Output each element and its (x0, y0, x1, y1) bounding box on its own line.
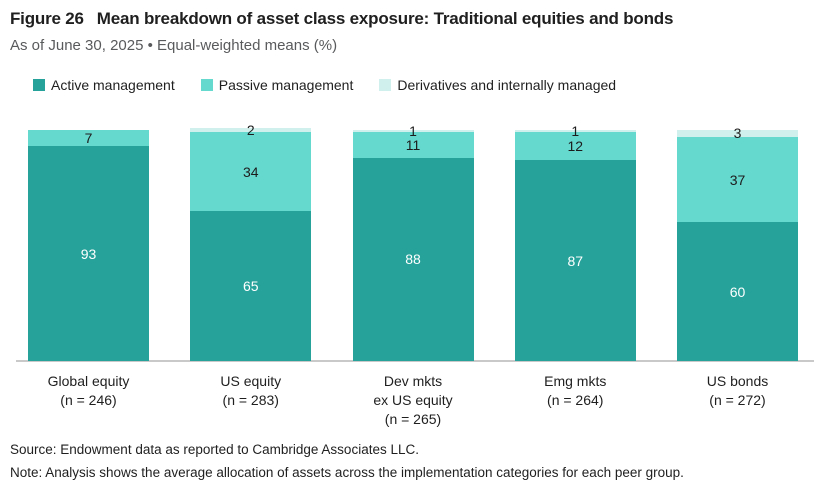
bar-value-label: 65 (242, 277, 259, 294)
figure-title-text: Mean breakdown of asset class exposure: … (96, 9, 674, 28)
bar-global-equity: 93 7 (28, 130, 149, 361)
category-label-line: Dev mkts (383, 373, 443, 389)
category-label-line: (n = 265) (384, 411, 442, 427)
category-label-line: (n = 272) (709, 392, 766, 408)
category-label-line: (n = 264) (547, 392, 604, 408)
bar-value-label: 1 (409, 123, 417, 140)
bar-segment-passive: 7 (28, 130, 149, 147)
bar-dev-mkts-ex-us-equity: 88 11 1 (352, 124, 474, 361)
bar-emg-mkts: 87 12 1 (514, 124, 636, 361)
legend-label: Derivatives and internally managed (397, 77, 617, 93)
bar-value-label: 87 (567, 252, 584, 269)
bar-value-label: 93 (80, 245, 97, 262)
figure-number-label: Figure 26 (10, 9, 84, 28)
bar-value-label: 11 (405, 137, 421, 154)
bar-segment-derivatives: 3 (677, 126, 798, 140)
legend-swatch-icon (200, 79, 213, 91)
analysis-note: Note: Analysis shows the average allocat… (10, 465, 684, 480)
category-label-line: Emg mkts (544, 373, 607, 389)
bar-segment-active: 93 (28, 146, 149, 361)
bar-value-label: 12 (567, 138, 584, 155)
bar-segment-passive: 11 (352, 132, 474, 158)
legend-label: Passive management (218, 77, 354, 93)
category-label: Dev mkts ex US equity (n = 265) (338, 372, 489, 429)
category-label: US bonds (n = 272) (662, 372, 813, 410)
bar-value-label: 3 (733, 125, 742, 142)
bar-value-label: 2 (246, 122, 255, 139)
category-label-line: ex US equity (373, 392, 453, 408)
bar-segment-active: 87 (514, 160, 636, 361)
bar-us-bonds: 60 37 3 (677, 126, 798, 361)
bar-segment-passive: 12 (514, 132, 636, 161)
category-label-line: (n = 246) (60, 392, 117, 408)
legend-swatch-icon (379, 79, 392, 91)
source-note: Source: Endowment data as reported to Ca… (10, 442, 419, 457)
bar-value-label: 88 (405, 251, 421, 268)
x-axis-line (16, 360, 814, 362)
category-label-line: (n = 283) (222, 392, 279, 408)
category-label: US equity (n = 283) (175, 372, 326, 410)
bar-value-label: 37 (729, 171, 746, 188)
bar-segment-derivatives: 1 (514, 124, 636, 138)
bar-segment-passive: 34 (190, 132, 312, 211)
bar-segment-active: 65 (190, 210, 312, 361)
bar-value-label: 7 (84, 130, 93, 147)
category-label: Global equity (n = 246) (13, 372, 164, 410)
category-label-line: US equity (220, 373, 282, 389)
legend-item: Active management (33, 77, 175, 93)
category-label-line: US bonds (706, 373, 769, 389)
bar-value-label: 1 (571, 123, 580, 140)
legend-label: Active management (51, 77, 175, 93)
bar-segment-passive: 37 (677, 136, 798, 223)
page-title: Figure 26 Mean breakdown of asset class e… (10, 9, 673, 29)
legend-item: Derivatives and internally managed (379, 77, 616, 93)
legend-swatch-icon (33, 79, 45, 91)
bar-us-equity: 65 34 2 (190, 123, 312, 361)
bar-segment-active: 60 (677, 222, 798, 361)
chart-subtitle: As of June 30, 2025 • Equal-weighted mea… (10, 37, 338, 54)
bar-value-label: 34 (242, 163, 259, 180)
legend-item: Passive management (200, 77, 354, 93)
bar-value-label: 60 (729, 283, 746, 300)
bar-segment-derivatives: 1 (352, 124, 474, 138)
category-label: Emg mkts (n = 264) (500, 372, 651, 410)
bar-segment-derivatives: 2 (190, 123, 312, 137)
bar-segment-active: 88 (352, 157, 474, 361)
legend: Active management Passive management Deriv… (33, 77, 616, 93)
category-label-line: Global equity (47, 373, 130, 389)
